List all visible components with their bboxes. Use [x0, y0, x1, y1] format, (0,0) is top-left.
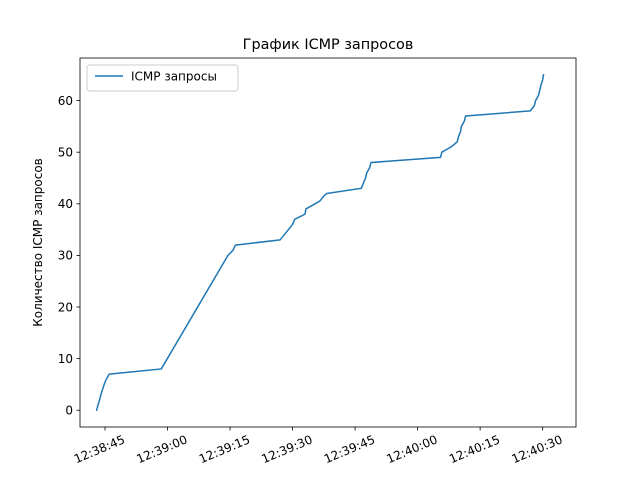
y-tick-label: 60 — [58, 94, 73, 108]
chart-title: График ICMP запросов — [243, 37, 414, 53]
y-tick-label: 10 — [58, 352, 73, 366]
y-axis: 0 10 20 30 40 50 60 — [58, 94, 80, 418]
axes-frame — [79, 57, 577, 428]
series-layer — [95, 73, 545, 412]
legend-box — [86, 64, 239, 92]
y-tick-label: 50 — [58, 145, 73, 159]
y-axis-label: Количество ICMP запросов — [31, 158, 45, 327]
y-tick-label: 20 — [58, 300, 73, 314]
y-tick-label: 40 — [58, 197, 73, 211]
legend-entry-label: ICMP запросы — [131, 70, 217, 84]
y-tick-label: 0 — [65, 404, 73, 418]
y-tick-label: 30 — [58, 249, 73, 263]
plot-area — [79, 57, 577, 428]
legend: ICMP запросы — [86, 64, 239, 92]
series-line-0 — [95, 73, 545, 412]
